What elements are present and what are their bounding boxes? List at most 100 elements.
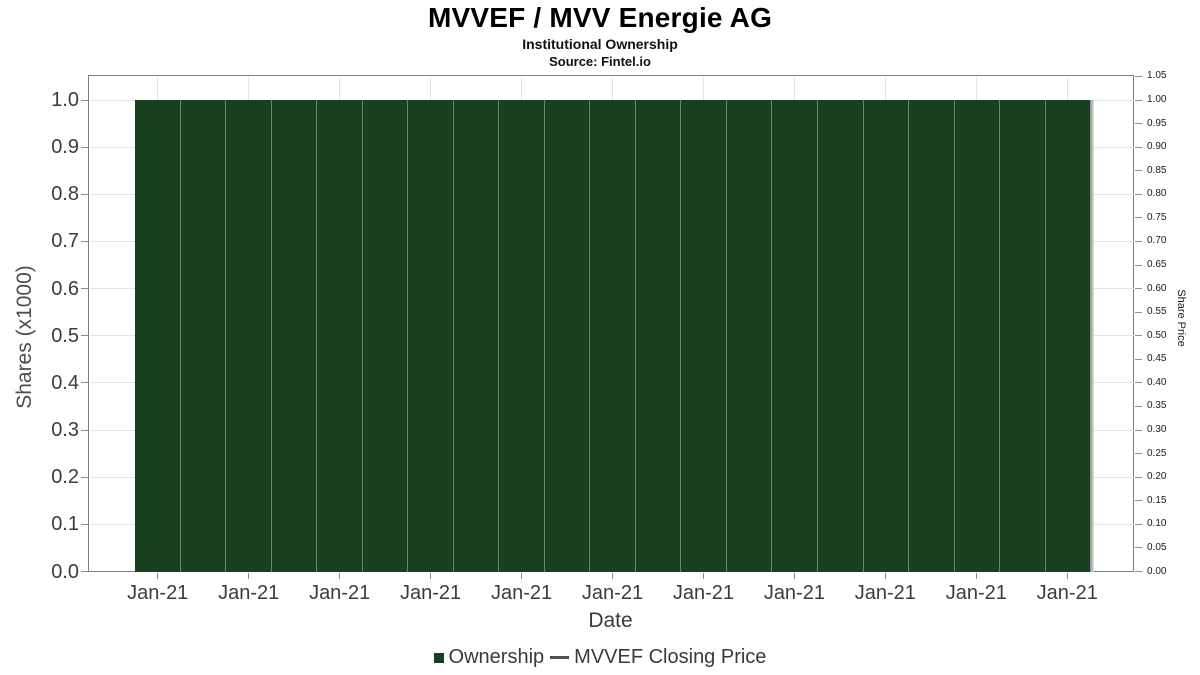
y2-axis-tick: [1135, 146, 1142, 148]
ownership-bars: [135, 100, 1090, 572]
y2-axis-tick-label: 0.00: [1147, 565, 1167, 577]
y-axis-tick: [81, 382, 88, 384]
price-line-icon: [550, 656, 570, 659]
y-axis-tick-label: 0.0: [51, 560, 79, 583]
y2-axis-tick: [1135, 547, 1142, 549]
x-axis-tick-label: Jan-21: [854, 582, 916, 604]
x-axis-tick-label: Jan-21: [127, 582, 189, 604]
y2-axis-tick-label: 0.40: [1147, 376, 1167, 388]
bar-segment: [361, 100, 408, 572]
x-axis-tick: [339, 573, 341, 579]
y2-axis-tick: [1135, 453, 1142, 455]
legend-item-closing-price[interactable]: MVVEF Closing Price: [550, 646, 766, 669]
x-axis-tick: [248, 573, 250, 579]
chart-subtitle: Institutional Ownership: [522, 36, 678, 52]
x-axis-tick: [521, 573, 523, 579]
y2-axis-tick-label: 0.95: [1147, 117, 1167, 129]
y-axis-tick-label: 0.7: [51, 230, 79, 253]
x-axis-tick: [157, 573, 159, 579]
y2-axis-tick: [1135, 217, 1142, 219]
bar-segment: [225, 100, 271, 572]
x-axis-tick-label: Jan-21: [1036, 582, 1098, 604]
y2-axis-tick-label: 1.00: [1147, 94, 1167, 105]
y2-axis-tick: [1135, 99, 1142, 101]
bar-segment: [725, 100, 772, 572]
y-axis-tick-label: 0.4: [51, 371, 79, 394]
y2-axis-tick-label: 0.10: [1147, 518, 1167, 530]
y-axis-tick: [81, 335, 88, 337]
bar-segment: [316, 100, 362, 572]
y-axis-tick: [81, 523, 88, 525]
x-axis-tick: [884, 573, 886, 579]
y-axis-tick: [81, 240, 88, 242]
y-axis-tick-label: 0.5: [51, 324, 79, 347]
y2-axis-tick: [1135, 571, 1142, 572]
y2-axis-tick-label: 0.60: [1147, 282, 1167, 294]
y2-axis-tick-label: 0.30: [1147, 424, 1167, 436]
y2-axis-tick: [1135, 523, 1142, 525]
y2-axis-tick: [1135, 170, 1142, 172]
x-axis-tick-label: Jan-21: [763, 582, 825, 604]
bar-segment: [634, 100, 681, 572]
bar-segment: [999, 100, 1045, 572]
bar-segment: [407, 100, 453, 572]
y2-axis-tick: [1135, 311, 1142, 313]
bar-segment: [179, 100, 226, 572]
bar-segment: [270, 100, 317, 572]
y2-axis-tick: [1135, 429, 1142, 431]
bar-segment: [543, 100, 590, 572]
y2-axis-tick: [1135, 123, 1142, 125]
y-axis-tick-label: 0.1: [51, 513, 79, 536]
y-axis-tick-label: 0.2: [51, 466, 79, 489]
y-axis-tick: [81, 476, 88, 478]
chart-title: MVVEF / MVV Energie AG: [427, 2, 773, 33]
y2-axis-tick-label: 0.15: [1147, 494, 1167, 506]
y2-axis-tick: [1135, 500, 1142, 502]
x-axis-tick-label: Jan-21: [672, 582, 735, 604]
y2-axis-tick-label: 0.90: [1147, 141, 1167, 153]
y2-axis-tick-label: 0.35: [1147, 400, 1167, 412]
y2-axis-tick-label: 0.20: [1147, 471, 1167, 483]
y2-axis-tick: [1135, 240, 1142, 242]
ownership-square-icon: [433, 652, 444, 663]
x-axis-tick: [612, 573, 613, 579]
bar-segment: [452, 100, 499, 572]
y2-axis-tick-label: 0.85: [1147, 164, 1167, 176]
y2-axis-tick: [1135, 264, 1142, 266]
x-axis-tick: [793, 573, 795, 579]
y2-axis-tick-label: 0.70: [1147, 235, 1167, 247]
legend-item-ownership[interactable]: Ownership: [433, 646, 544, 669]
x-axis-tick: [1066, 573, 1068, 579]
chart-source: Source: Fintel.io: [549, 54, 651, 69]
bar-segment: [816, 100, 863, 572]
y-axis-tick-label: 0.6: [51, 277, 79, 300]
bar-segment: [862, 100, 909, 572]
y-axis-tick: [81, 193, 88, 195]
bar-segment: [680, 100, 726, 572]
x-axis-tick-label: Jan-21: [945, 582, 1007, 604]
y2-axis-tick: [1135, 382, 1142, 384]
y-axis-tick: [81, 429, 88, 431]
x-axis-tick-label: Jan-21: [218, 582, 280, 604]
left-axis-title: Shares (x1000): [13, 265, 36, 409]
bar-segment: [589, 100, 635, 572]
y2-axis-tick-label: 0.05: [1147, 541, 1167, 553]
y2-axis-tick-label: 0.55: [1147, 306, 1167, 318]
y2-axis-tick: [1135, 335, 1142, 337]
price-legend-label: MVVEF Closing Price: [574, 646, 767, 668]
y2-axis-tick-label: 0.75: [1147, 211, 1167, 223]
y2-axis-tick-label: 0.50: [1147, 329, 1167, 341]
y2-axis-tick: [1135, 405, 1142, 407]
bar-segment: [1044, 100, 1091, 572]
y2-axis-tick: [1135, 476, 1142, 478]
x-axis-tick: [975, 573, 977, 579]
y-axis-tick: [81, 99, 88, 101]
y2-axis-tick-label: 0.25: [1147, 447, 1167, 459]
closing-price-line: [1090, 100, 1094, 572]
y2-axis-tick-label: 0.45: [1147, 353, 1167, 365]
y2-axis-tick-label: 0.80: [1147, 188, 1167, 200]
y2-axis-tick-label: 0.65: [1147, 259, 1167, 271]
x-axis-tick-label: Jan-21: [400, 582, 462, 604]
legend: Ownership MVVEF Closing Price: [0, 646, 1200, 669]
